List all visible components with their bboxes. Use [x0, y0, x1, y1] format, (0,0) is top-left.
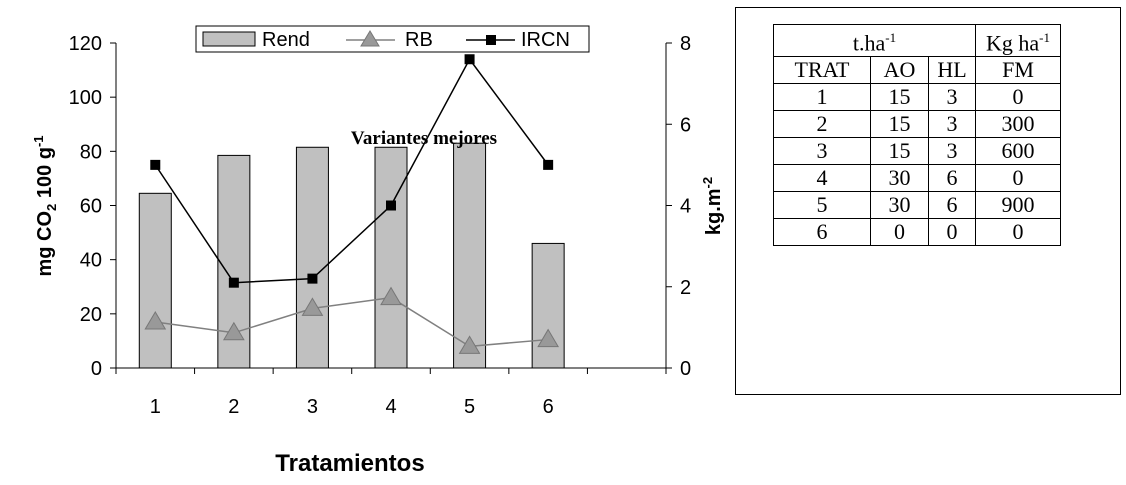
bar-rend: [138, 192, 172, 369]
table-cell: 30: [870, 164, 929, 193]
table-row: 6 0 0 0: [773, 218, 1061, 247]
table-cell: 3: [928, 110, 976, 139]
legend: Rend RB IRCN: [195, 25, 590, 53]
plot-area: 0 20 40 60 80 100 120 0 2 4 6 8 1 2 3 4 5 6: [69, 33, 692, 418]
table-cell: 900: [975, 191, 1061, 220]
table-cell: 6: [928, 191, 976, 220]
table-row: 3 15 3 600: [773, 137, 1061, 166]
table-cell: 15: [870, 137, 929, 166]
table-cell: 5: [773, 191, 871, 220]
table-cell: 0: [870, 218, 929, 247]
table-cell: 0: [928, 218, 976, 247]
point-ircn: [543, 159, 554, 170]
point-rb: [458, 335, 481, 354]
combo-chart: 0 20 40 60 80 100 120 0 2 4 6 8 1 2 3 4 5 6 mg CO2 100 g-…: [31, 25, 725, 477]
table-row: 2 15 3 300: [773, 110, 1061, 139]
treatments-table: t.ha-1 Kg ha-1 TRAT AO HL FM 1 15 3 0 2 …: [773, 23, 1061, 247]
y2-tick-label: 0: [680, 358, 691, 380]
bar-rend: [374, 146, 408, 369]
point-rb: [537, 328, 560, 348]
legend-marker-ircn: [486, 35, 496, 45]
legend-label-ircn: IRCN: [521, 29, 570, 51]
y-tick-label: 80: [80, 141, 102, 163]
point-rb: [301, 297, 324, 316]
x-tick-label: 2: [228, 396, 239, 418]
table-row: 4 30 6 0: [773, 164, 1061, 193]
chart-annotation: Variantes mejores: [351, 128, 497, 149]
table-cell: 30: [870, 191, 929, 220]
x-tick-label: 4: [385, 396, 396, 418]
point-ircn: [228, 277, 239, 288]
series-line-ircn: [154, 57, 549, 284]
table-cell: 0: [975, 218, 1061, 247]
table-cell: 1: [773, 83, 871, 112]
table-cell: 3: [928, 83, 976, 112]
bar-rend: [453, 142, 487, 369]
legend-marker-rb: [360, 30, 380, 47]
y-tick-label: 0: [91, 358, 102, 380]
x-tick-label: 1: [150, 396, 161, 418]
legend-label-rend: Rend: [262, 29, 310, 51]
column-header-trat: TRAT: [773, 56, 871, 85]
y-tick-label: 20: [80, 304, 102, 326]
x-tick-label: 6: [543, 396, 554, 418]
group-header-kgha: Kg ha-1: [975, 23, 1061, 58]
table-row: 5 30 6 900: [773, 191, 1061, 220]
table-cell: 600: [975, 137, 1061, 166]
y2-tick-label: 6: [680, 114, 691, 136]
table-cell: 0: [975, 83, 1061, 112]
legend-swatch-rend: [202, 31, 256, 47]
table-cell: 6: [928, 164, 976, 193]
table-cell: 15: [870, 110, 929, 139]
x-axis-title: Tratamientos: [275, 450, 424, 477]
legend-box: [195, 25, 590, 53]
series-line-rb: [155, 296, 549, 348]
y2-tick-label: 8: [680, 33, 691, 55]
table-group-header-row: t.ha-1 Kg ha-1: [773, 23, 1061, 58]
column-header-fm: FM: [975, 56, 1061, 85]
table-cell: 300: [975, 110, 1061, 139]
point-ircn: [464, 54, 475, 65]
y-axis-title: mg CO2 100 g-1: [31, 135, 59, 276]
point-ircn: [386, 200, 396, 211]
table-cell: 4: [773, 164, 871, 193]
x-tick-label: 5: [464, 396, 475, 418]
y2-tick-label: 4: [680, 196, 691, 218]
treatments-table-panel: t.ha-1 Kg ha-1 TRAT AO HL FM 1 15 3 0 2 …: [735, 7, 1121, 395]
table-cell: 0: [975, 164, 1061, 193]
y-tick-label: 100: [69, 87, 102, 109]
y2-axis-title: kg.m-2: [700, 177, 725, 235]
column-header-hl: HL: [928, 56, 976, 85]
bar-rend: [531, 242, 565, 369]
point-rb: [380, 286, 402, 306]
table-cell: 15: [870, 83, 929, 112]
point-rb: [222, 321, 245, 341]
point-ircn: [307, 273, 318, 284]
y2-tick-label: 2: [680, 277, 691, 299]
point-ircn: [150, 159, 161, 170]
table-row: 1 15 3 0: [773, 83, 1061, 112]
x-tick-label: 3: [307, 396, 318, 418]
y-tick-label: 120: [69, 33, 102, 55]
table-cell: 6: [773, 218, 871, 247]
y-tick-label: 60: [80, 196, 102, 218]
table-cell: 3: [928, 137, 976, 166]
point-rb: [144, 310, 167, 330]
group-header-tha: t.ha-1: [773, 23, 976, 58]
column-header-ao: AO: [870, 56, 929, 85]
table-cell: 3: [773, 137, 871, 166]
table-column-header-row: TRAT AO HL FM: [773, 56, 1061, 85]
table-cell: 2: [773, 110, 871, 139]
bar-rend: [295, 146, 329, 369]
legend-label-rb: RB: [405, 29, 433, 51]
y-tick-label: 40: [80, 250, 102, 272]
